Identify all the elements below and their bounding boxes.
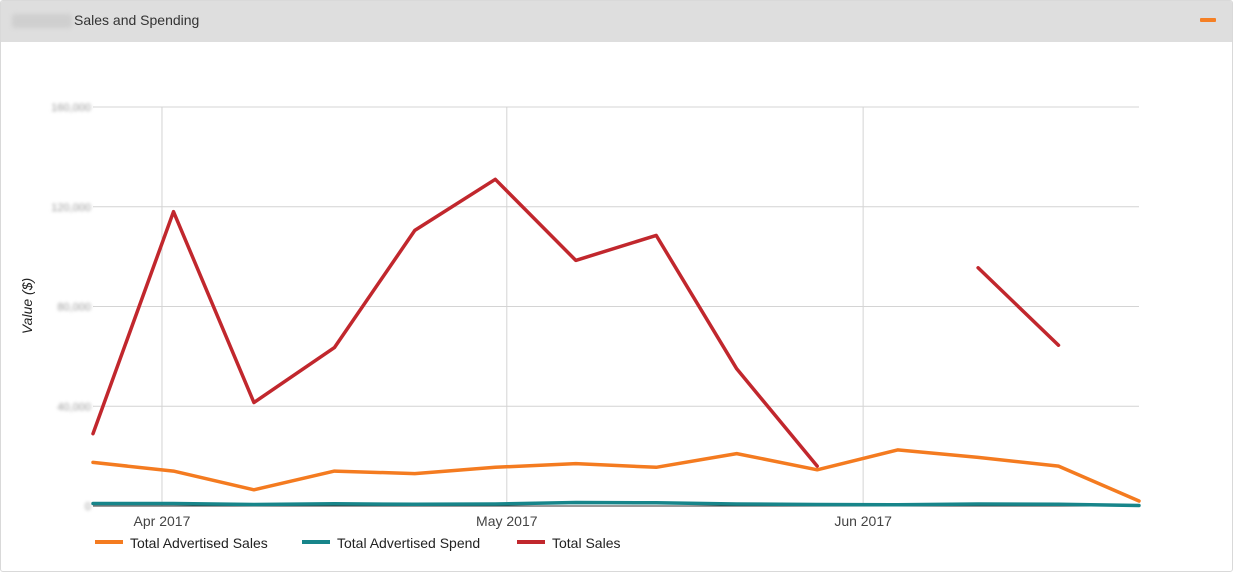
redacted-title-prefix bbox=[12, 14, 72, 28]
legend: Total Advertised Sales Total Advertised S… bbox=[95, 535, 620, 551]
series-lines bbox=[91, 177, 1141, 508]
y-tick-label: 120,000 bbox=[51, 202, 91, 214]
legend-label: Total Sales bbox=[552, 535, 620, 551]
y-tick-label: 160,000 bbox=[51, 102, 91, 114]
panel-header: Sales and Spending bbox=[1, 1, 1232, 42]
legend-label: Total Advertised Sales bbox=[130, 535, 268, 551]
grid-lines bbox=[93, 106, 1139, 507]
minus-icon[interactable] bbox=[1200, 15, 1216, 27]
y-axis-label: Value ($) bbox=[19, 278, 35, 334]
series-line bbox=[91, 448, 1141, 503]
x-tick-label: Jun 2017 bbox=[834, 513, 892, 529]
y-tick-label: 40,000 bbox=[57, 401, 91, 413]
panel-title: Sales and Spending bbox=[74, 12, 200, 28]
y-axis-ticks: 0 40,000 80,000 120,000 160,000 bbox=[51, 102, 91, 513]
y-tick-label: 80,000 bbox=[57, 302, 91, 314]
y-tick-label: 0 bbox=[85, 501, 91, 513]
x-axis-ticks: Apr 2017 May 2017 Jun 2017 bbox=[134, 513, 893, 529]
legend-label: Total Advertised Spend bbox=[337, 535, 480, 551]
series-line bbox=[91, 500, 1141, 508]
series-line bbox=[91, 177, 1061, 468]
x-tick-label: Apr 2017 bbox=[134, 513, 191, 529]
x-tick-label: May 2017 bbox=[476, 513, 538, 529]
